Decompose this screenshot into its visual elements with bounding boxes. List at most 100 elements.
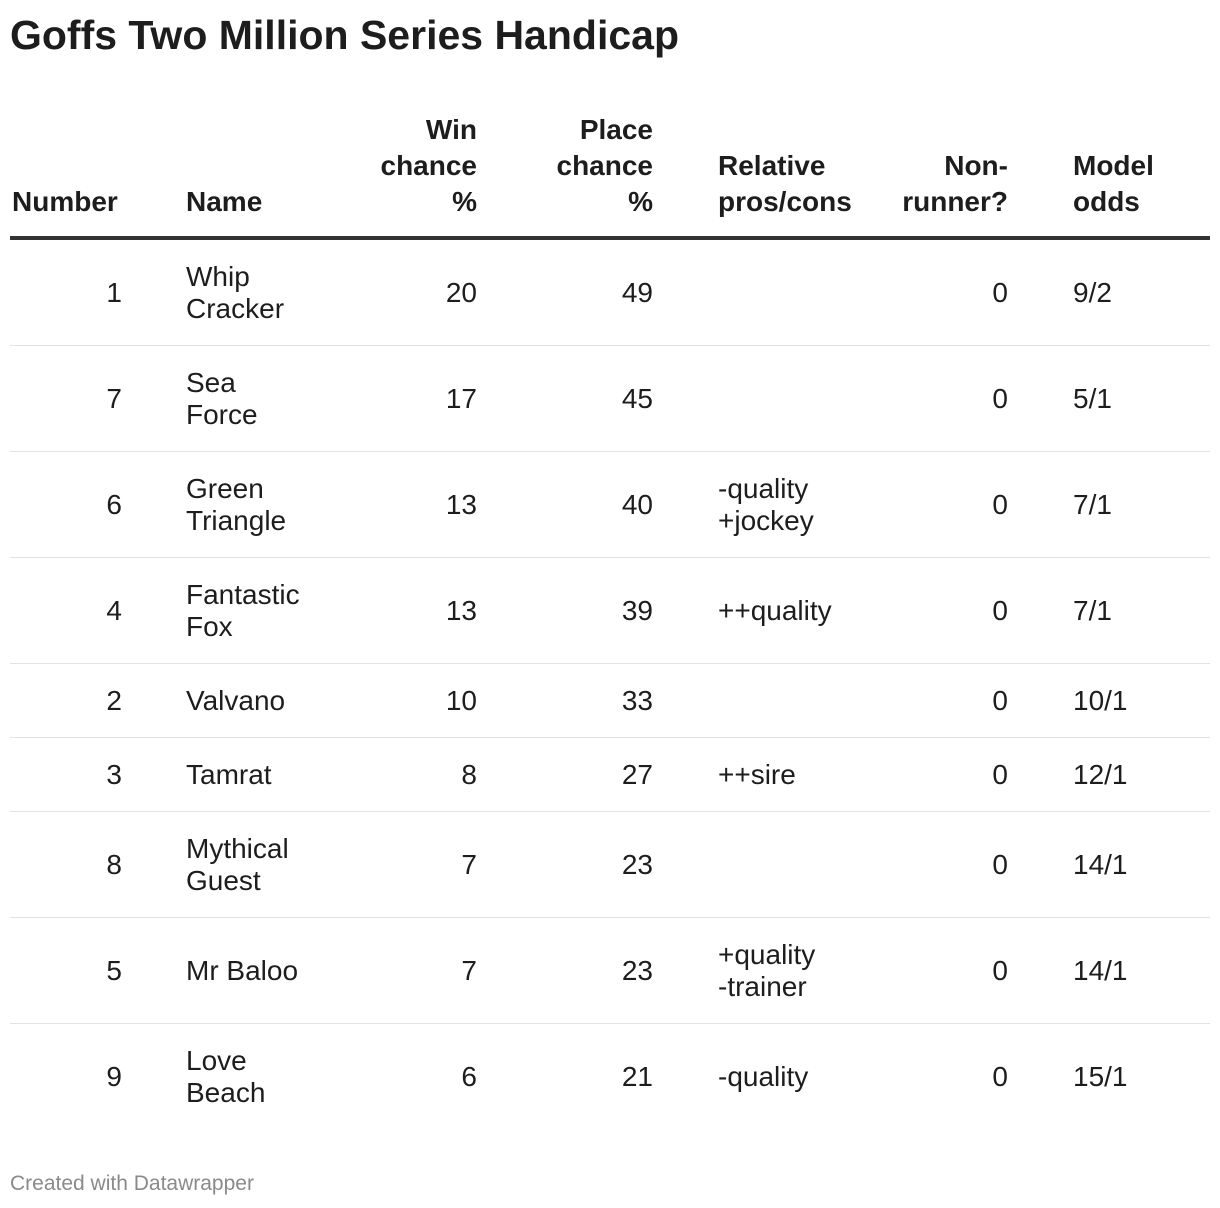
- relative-pros-cons-cell-line: +jockey: [718, 504, 814, 536]
- horse-name-cell: Tamrat: [186, 737, 326, 812]
- place-chance-cell: 23: [477, 811, 653, 918]
- table-row: 6 Green Triangle 13 40 -quality +jockey 0 7/1: [10, 451, 1210, 558]
- column-header-win-chance[interactable]: Win chance%: [326, 112, 478, 240]
- table-row: 4 Fantastic Fox 13 39 ++quality 0 7/1: [10, 557, 1210, 664]
- model-odds-cell: 5/1: [1008, 345, 1210, 452]
- place-chance-cell: 33: [477, 663, 653, 738]
- model-odds-cell: 15/1: [1073, 1060, 1128, 1092]
- horse-name-cell-line: Beach: [186, 1076, 266, 1108]
- horse-name-cell-line: Love: [186, 1044, 247, 1076]
- non-runner-cell: 0: [831, 345, 1008, 452]
- runners-table: Number Name Win chance% Place chance% Rela…: [10, 112, 1210, 1129]
- horse-name-cell: Mr Baloo: [186, 917, 326, 1024]
- horse-name-cell: Fantastic Fox: [186, 557, 326, 664]
- number-cell: 2: [10, 663, 186, 738]
- column-header-label: Model: [1073, 150, 1154, 181]
- table-row: 1 Whip Cracker 20 49 0 9/2: [10, 238, 1210, 346]
- horse-name-cell-line: Green: [186, 472, 264, 504]
- non-runner-cell: 0: [831, 238, 1008, 346]
- column-header-label: %: [452, 186, 477, 217]
- non-runner-cell: 0: [831, 663, 1008, 738]
- non-runner-cell: 0: [831, 557, 1008, 664]
- horse-name-cell: Valvano: [186, 663, 326, 738]
- place-chance-cell: 39: [477, 557, 653, 664]
- horse-name-cell: Green Triangle: [186, 451, 326, 558]
- relative-pros-cons-cell: -quality +jockey: [653, 451, 831, 558]
- non-runner-cell: 0: [831, 811, 1008, 918]
- column-header-label: odds: [1073, 186, 1140, 217]
- relative-pros-cons-cell: +quality -trainer: [653, 917, 831, 1024]
- model-odds-cell: 10/1: [1008, 663, 1210, 738]
- header-row: Number Name Win chance% Place chance% Rela…: [10, 112, 1210, 240]
- number-cell: 7: [10, 345, 186, 452]
- horse-name-cell-line: Mr Baloo: [186, 954, 299, 986]
- horse-name-cell-line: Whip: [186, 260, 250, 292]
- table-row: 5 Mr Baloo 7 23 +quality -trainer 0 14/1: [10, 917, 1210, 1024]
- column-header-model-odds[interactable]: Model odds: [1008, 112, 1210, 240]
- horse-name-cell-line: Fantastic: [186, 578, 300, 610]
- horse-name-cell: Mythical Guest: [186, 811, 326, 918]
- number-cell: 8: [10, 811, 186, 918]
- win-chance-cell: 7: [326, 917, 477, 1024]
- win-chance-cell: 7: [326, 811, 477, 918]
- non-runner-cell: 0: [992, 1060, 1008, 1092]
- number-cell: 3: [10, 737, 186, 812]
- place-chance-cell: 40: [477, 451, 653, 558]
- relative-pros-cons-cell: [653, 238, 831, 346]
- column-header-name[interactable]: Name: [186, 112, 326, 240]
- horse-name-cell-line: Triangle: [186, 504, 287, 536]
- place-chance-cell: 49: [477, 238, 653, 346]
- horse-name-cell: Whip Cracker: [186, 238, 326, 346]
- relative-pros-cons-cell: [653, 345, 831, 452]
- table-row: 7 Sea Force 17 45 0 5/1: [10, 345, 1210, 452]
- number-cell: 9: [106, 1060, 122, 1092]
- horse-name-cell-line: Cracker: [186, 292, 285, 324]
- non-runner-cell: 0: [831, 737, 1008, 812]
- horse-name-cell-line: Mythical: [186, 832, 289, 864]
- relative-pros-cons-cell-line: -quality: [718, 472, 809, 504]
- table-row: 9 Love Beach 6 21 -quality 0 15/1: [10, 1024, 1210, 1130]
- column-header-label: chance: [380, 150, 478, 181]
- non-runner-cell: 0: [831, 451, 1008, 558]
- table-row: 3 Tamrat 8 27 ++sire 0 12/1: [10, 737, 1210, 812]
- datawrapper-credit[interactable]: Created with Datawrapper: [10, 1172, 254, 1195]
- relative-pros-cons-cell: [653, 811, 831, 918]
- number-cell: 5: [10, 917, 186, 1024]
- model-odds-cell: 14/1: [1008, 811, 1210, 918]
- model-odds-cell: 7/1: [1008, 451, 1210, 558]
- place-chance-cell: 23: [477, 917, 653, 1024]
- relative-pros-cons-cell-line: -quality: [718, 1060, 809, 1092]
- column-header-label: Name: [186, 186, 263, 217]
- number-cell: 1: [10, 238, 186, 346]
- win-chance-cell: 10: [326, 663, 477, 738]
- horse-name-cell-line: Sea: [186, 366, 236, 398]
- win-chance-cell: 8: [326, 737, 477, 812]
- column-header-label: pros/cons: [718, 186, 852, 217]
- horse-name-cell: Sea Force: [186, 345, 326, 452]
- horse-name-cell-line: Guest: [186, 864, 261, 896]
- win-chance-cell: 20: [326, 238, 477, 346]
- column-header-label: runner?: [902, 186, 1008, 217]
- column-header-label: Win: [425, 114, 477, 145]
- win-chance-cell: 13: [326, 451, 477, 558]
- place-chance-cell: 27: [477, 737, 653, 812]
- model-odds-cell: 9/2: [1008, 238, 1210, 346]
- relative-pros-cons-cell: ++sire: [653, 737, 831, 812]
- column-header-label: chance: [556, 150, 654, 181]
- column-header-label: Relative: [718, 150, 826, 181]
- column-header-label: %: [628, 186, 653, 217]
- number-cell: 6: [10, 451, 186, 558]
- horse-name-cell-line: Tamrat: [186, 758, 272, 790]
- column-header-label: Number: [12, 186, 118, 217]
- table-body: 1 Whip Cracker 20 49 0 9/2 7 Sea Force 17 45 0 5/1 6 Gr…: [10, 238, 1210, 1129]
- column-header-number[interactable]: Number: [10, 112, 186, 240]
- column-header-label: Place: [579, 114, 653, 145]
- column-header-place-chance[interactable]: Place chance%: [477, 112, 654, 240]
- win-chance-cell: 13: [326, 557, 477, 664]
- model-odds-cell: 12/1: [1008, 737, 1210, 812]
- relative-pros-cons-cell-line: ++quality: [718, 594, 832, 626]
- column-header-non-runner[interactable]: Non-runner?: [831, 112, 1008, 240]
- relative-pros-cons-cell: ++quality: [653, 557, 832, 664]
- column-header-relative-pros-cons[interactable]: Relative pros/cons: [653, 112, 852, 240]
- relative-pros-cons-cell-line: -trainer: [718, 970, 807, 1002]
